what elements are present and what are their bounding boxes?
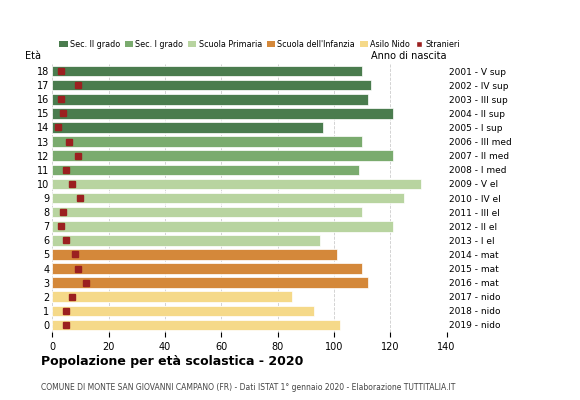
Bar <box>52 292 292 302</box>
Bar <box>52 306 314 316</box>
Bar <box>52 221 393 232</box>
Text: Età: Età <box>24 51 41 61</box>
Bar <box>52 235 320 246</box>
Bar <box>52 179 421 189</box>
Bar <box>52 193 404 203</box>
Text: Anno di nascita: Anno di nascita <box>371 51 447 61</box>
Bar <box>52 94 368 104</box>
Bar <box>52 108 393 119</box>
Text: Popolazione per età scolastica - 2020: Popolazione per età scolastica - 2020 <box>41 356 303 368</box>
Bar <box>52 249 337 260</box>
Bar <box>52 150 393 161</box>
Bar <box>52 320 339 330</box>
Bar <box>52 207 362 217</box>
Bar <box>52 277 368 288</box>
Legend: Sec. II grado, Sec. I grado, Scuola Primaria, Scuola dell'Infanzia, Asilo Nido, : Sec. II grado, Sec. I grado, Scuola Prim… <box>56 36 463 52</box>
Bar <box>52 164 359 175</box>
Bar <box>52 122 322 133</box>
Text: COMUNE DI MONTE SAN GIOVANNI CAMPANO (FR) - Dati ISTAT 1° gennaio 2020 - Elabora: COMUNE DI MONTE SAN GIOVANNI CAMPANO (FR… <box>41 384 455 392</box>
Bar <box>52 263 362 274</box>
Bar <box>52 66 362 76</box>
Bar <box>52 136 362 147</box>
Bar <box>52 80 371 90</box>
